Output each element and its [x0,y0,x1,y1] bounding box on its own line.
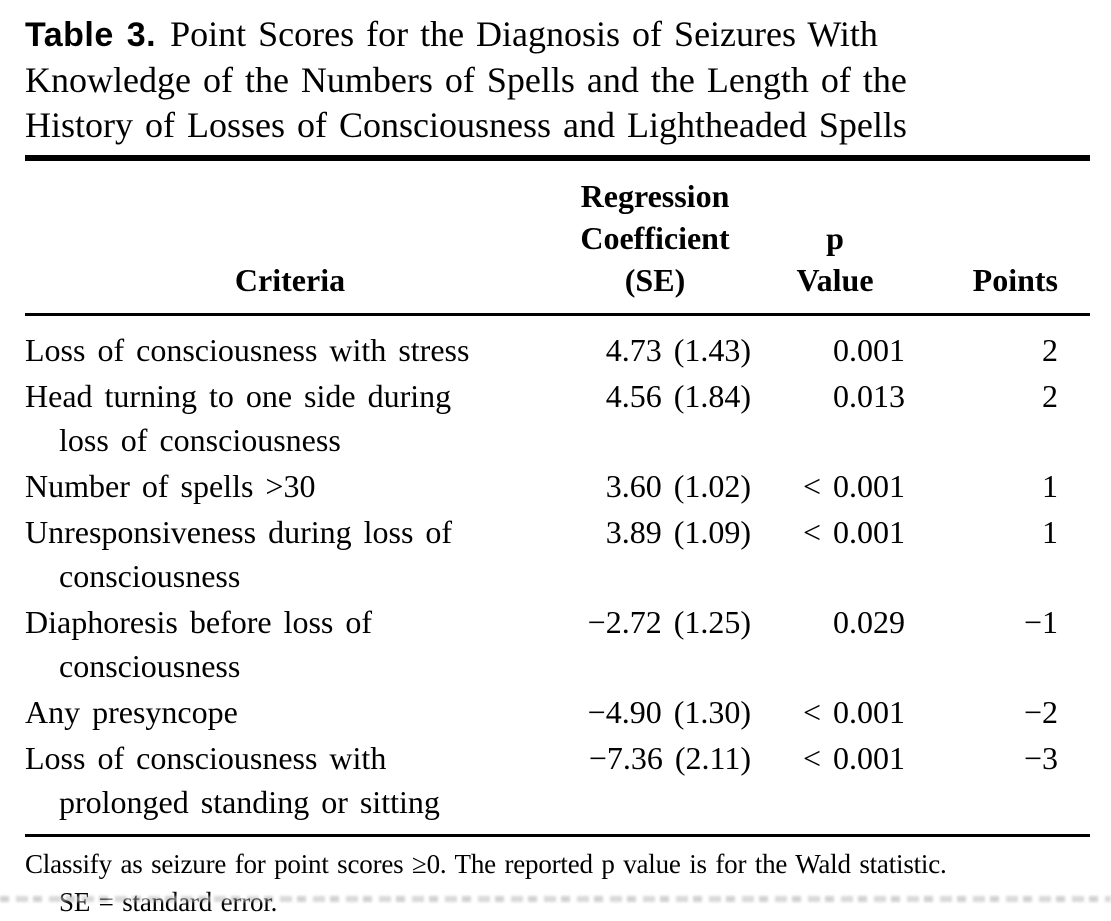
table-row: Diaphoresis before loss of consciousness… [25,599,1090,689]
p-value-cell: < 0.001 [802,694,905,730]
column-header-regression-coefficient: Regression Coefficient (SE) [555,161,755,316]
points-cell: 2 [1042,378,1058,414]
criteria-cell: Unresponsiveness during loss of consciou… [25,514,453,594]
points-cell: 2 [1042,332,1058,368]
p-value-cell: < 0.001 [802,468,905,504]
table-row: Head turning to one side during loss of … [25,373,1090,463]
regression-coefficient-cell: 3.89 (1.09) [605,514,751,550]
points-cell: 1 [1042,514,1058,550]
criteria-cell: Any presyncope [25,694,238,730]
table-row: Unresponsiveness during loss of consciou… [25,509,1090,599]
criteria-cell: Diaphoresis before loss of consciousness [25,604,373,684]
footnote-line-1: Classify as seizure for point scores ≥0.… [25,849,947,879]
header-row: Criteria Regression Coefficient (SE) p V… [25,161,1090,316]
points-cell: −1 [1023,604,1058,640]
table-body: Loss of consciousness with stress 4.73 (1… [25,315,1090,837]
table-title: Table 3. Point Scores for the Diagnosis o… [25,12,1095,148]
table-row: Number of spells >30 3.60 (1.02) < 0.001 1 [25,463,1090,509]
table-row: Loss of consciousness with stress 4.73 (1… [25,315,1090,374]
table-number-label: Table 3. [25,16,157,54]
points-cell: −2 [1023,694,1058,730]
regression-coefficient-cell: 4.56 (1.84) [605,378,751,414]
points-cell: 1 [1042,468,1058,504]
criteria-cell: Number of spells >30 [25,468,316,504]
regression-coefficient-cell: 4.73 (1.43) [605,332,751,368]
scan-cutoff-artifact [0,896,1111,902]
table-row: Any presyncope −4.90 (1.30) < 0.001 −2 [25,689,1090,735]
p-value-cell: 0.001 [833,332,905,368]
regression-coefficient-cell: −4.90 (1.30) [587,694,751,730]
p-value-cell: 0.029 [833,604,905,640]
points-cell: −3 [915,735,1090,837]
regression-coefficient-cell: −2.72 (1.25) [587,604,751,640]
table-row: Loss of consciousness with prolonged sta… [25,735,1090,837]
table-footnote: Classify as seizure for point scores ≥0.… [25,845,1095,921]
criteria-cell: Loss of consciousness with prolonged sta… [25,735,555,837]
point-score-table: Criteria Regression Coefficient (SE) p V… [25,161,1090,837]
p-value-cell: < 0.001 [755,735,915,837]
table-title-text: Point Scores for the Diagnosis of Seizur… [25,14,907,145]
p-value-cell: 0.013 [833,378,905,414]
regression-coefficient-cell: 3.60 (1.02) [605,468,751,504]
column-header-points: Points [915,161,1090,316]
column-header-p-value: p Value [755,161,915,316]
regression-coefficient-cell: −7.36 (2.11) [555,735,755,837]
scanned-table-page: Table 3. Point Scores for the Diagnosis o… [0,12,1111,917]
footnote-line-2: SE = standard error. [59,887,278,917]
column-header-criteria: Criteria [25,161,555,316]
criteria-cell: Head turning to one side during loss of … [25,378,452,458]
top-rule [25,155,1090,161]
p-value-cell: < 0.001 [802,514,905,550]
criteria-cell: Loss of consciousness with stress [25,332,470,368]
table-header: Criteria Regression Coefficient (SE) p V… [25,161,1090,316]
